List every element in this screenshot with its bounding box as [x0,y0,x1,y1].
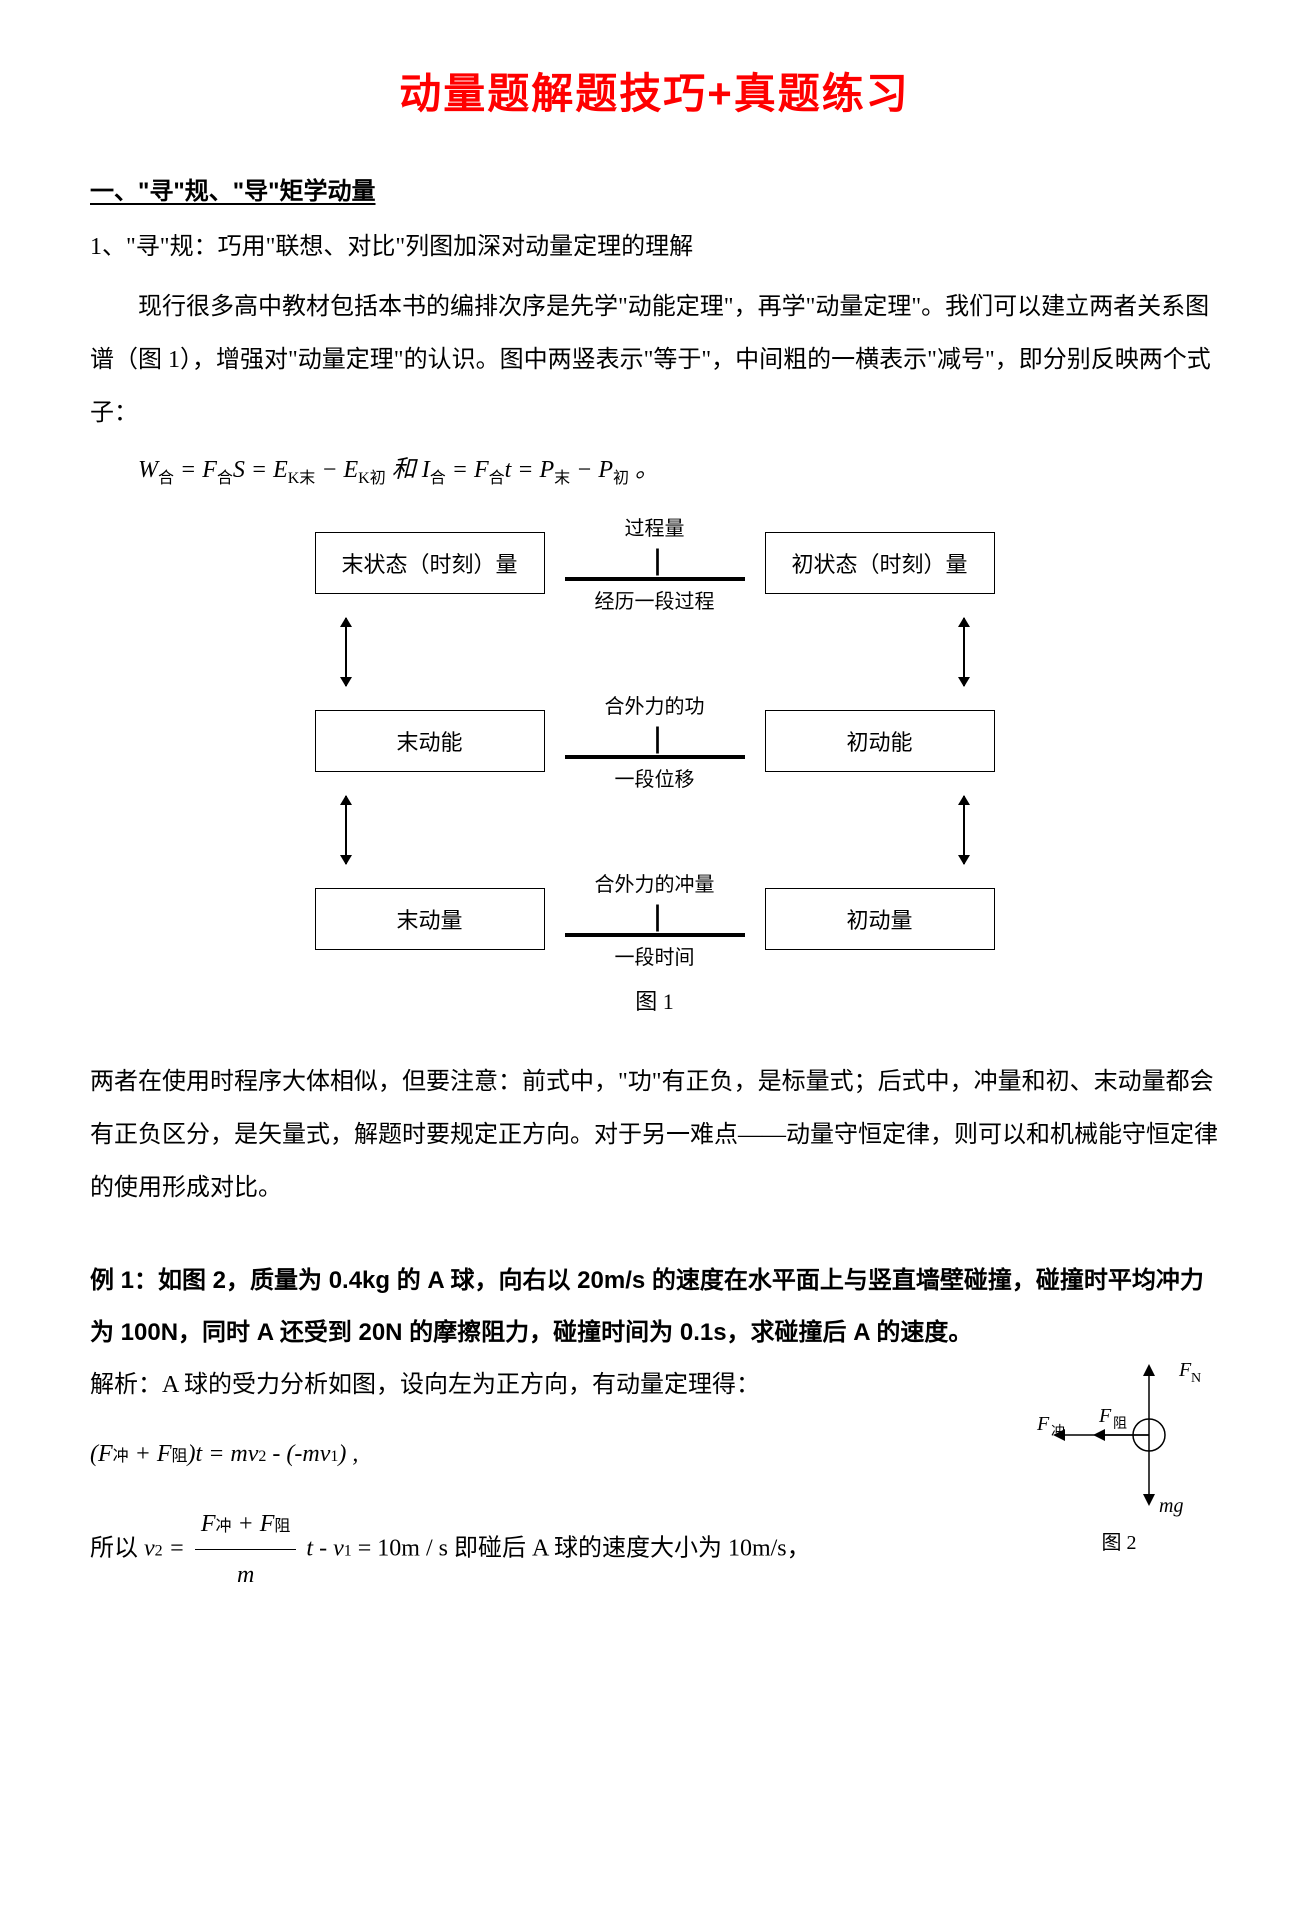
diagram-box-left: 末动量 [315,888,545,950]
diagram-row: 末状态（时刻）量过程量 || 经历一段过程初状态（时刻）量 [275,508,1035,618]
fig2-caption: 图 2 [1019,1526,1219,1555]
diagram-connector: 过程量 || 经历一段过程 [545,508,765,618]
diagram-top-label: 过程量 [545,512,765,541]
equation-2: 所以 v2 = F冲 + F阻m t - v1 = 10m / s 即碰后 A … [90,1499,1019,1601]
example-1-header: 例 1：如图 2，质量为 0.4kg 的 A 球，向右以 20m/s 的速度在水… [90,1255,1219,1361]
diagram-box-left: 末状态（时刻）量 [315,532,545,594]
svg-text:F: F [1178,1360,1192,1381]
diagram-connector: 合外力的功 || 一段位移 [545,686,765,796]
diagram-box-right: 初动能 [765,710,995,772]
diagram-fig1: 末状态（时刻）量过程量 || 经历一段过程初状态（时刻）量末动能合外力的功 || 一段位… [275,508,1035,974]
solution-line1: 解析：A 球的受力分析如图，设向左为正方向，有动量定理得： [90,1360,1019,1410]
svg-text:N: N [1191,1371,1201,1386]
double-arrow-icon [345,796,347,864]
svg-text:阻: 阻 [1113,1416,1127,1432]
svg-text:冲: 冲 [1051,1424,1065,1440]
diagram-bottom-label: 经历一段过程 [545,585,765,614]
double-arrow-icon [345,618,347,686]
diagram-connector: 合外力的冲量 || 一段时间 [545,864,765,974]
diagram-box-left: 末动能 [315,710,545,772]
double-arrow-icon [963,618,965,686]
diagram-vertical-connectors [345,796,965,864]
minus-bar-icon [565,577,745,581]
section-1-sub1: 1、"寻"规：巧用"联想、对比"列图加深对动量定理的理解 [90,226,1219,261]
diagram-box-right: 初动量 [765,888,995,950]
diagram-row: 末动能合外力的功 || 一段位移初动能 [275,686,1035,796]
fig1-caption: 图 1 [90,984,1219,1016]
diagram-row: 末动量合外力的冲量 || 一段时间初动量 [275,864,1035,974]
section-1-para2: 两者在使用时程序大体相似，但要注意：前式中，"功"有正负，是标量式；后式中，冲量… [90,1056,1219,1214]
diagram-bottom-label: 一段位移 [545,763,765,792]
minus-bar-icon [565,755,745,759]
equals-sign-icon: || [545,723,765,753]
equation-1: (F冲 + F阻)t = mv2 - (-mv1) , [90,1429,1019,1479]
equals-sign-icon: || [545,545,765,575]
diagram-top-label: 合外力的功 [545,690,765,719]
diagram-box-right: 初状态（时刻）量 [765,532,995,594]
svg-text:mg: mg [1159,1495,1183,1517]
section-1-para1: 现行很多高中教材包括本书的编排次序是先学"动能定理"，再学"动量定理"。我们可以… [90,281,1219,439]
svg-text:F: F [1098,1405,1112,1427]
diagram-top-label: 合外力的冲量 [545,868,765,897]
section-1-header: 一、"寻"规、"导"矩学动量 [90,171,1219,206]
equals-sign-icon: || [545,901,765,931]
diagram-vertical-connectors [345,618,965,686]
svg-text:F: F [1036,1413,1050,1435]
page-title: 动量题解题技巧+真题练习 [90,60,1219,121]
double-arrow-icon [963,796,965,864]
minus-bar-icon [565,933,745,937]
diagram-bottom-label: 一段时间 [545,941,765,970]
formula-1: W合 = F合S = EK末 − EK初 和 I合 = F合t = P末 − P… [138,449,1219,488]
figure-2: F N F 冲 F 阻 mg 图 2 [1019,1360,1219,1555]
